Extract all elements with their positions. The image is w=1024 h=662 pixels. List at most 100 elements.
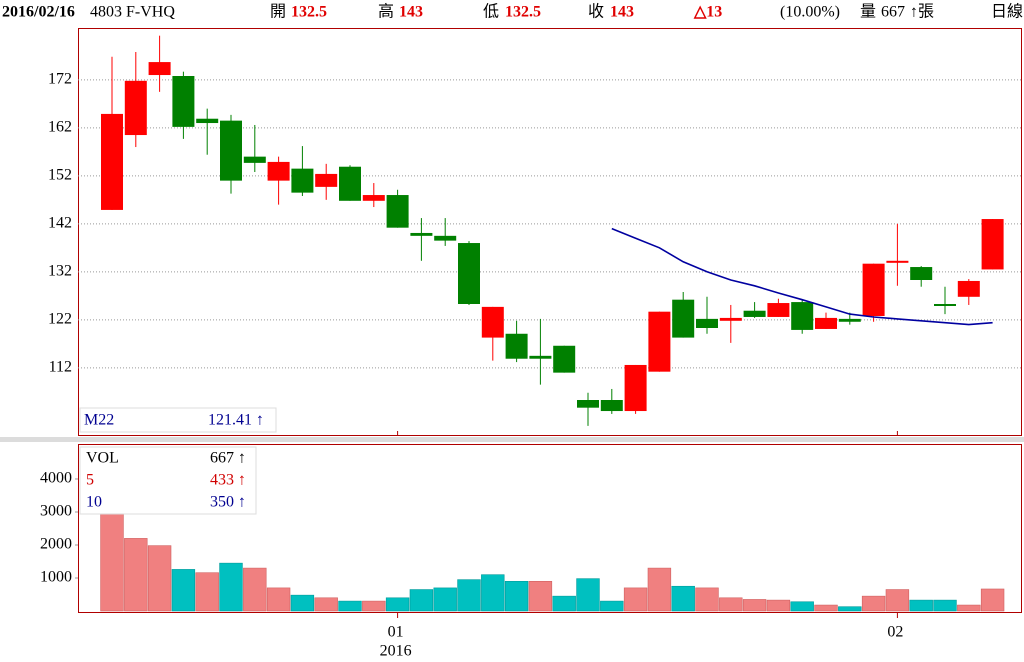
volume-bar <box>576 578 600 612</box>
volume-bar <box>314 597 338 612</box>
legend-name: VOL <box>86 450 119 467</box>
volume-value: 667 <box>881 4 905 21</box>
volume-bar <box>266 587 291 612</box>
candle-body <box>339 166 361 201</box>
candle-body <box>577 400 599 408</box>
volume-label: 量 <box>860 4 876 21</box>
y-tick-label: 1000 <box>40 569 72 586</box>
legend-name: 5 <box>86 472 94 489</box>
candle-body <box>553 345 576 373</box>
low-value: 132.5 <box>505 4 541 21</box>
volume-unit: ↑張 <box>910 4 934 21</box>
close-value: 143 <box>610 4 634 21</box>
y-tick-label: 162 <box>48 119 72 136</box>
open-label: 開 <box>270 4 286 21</box>
volume-bar <box>719 597 743 612</box>
volume-bar <box>885 589 910 612</box>
volume-bar <box>195 572 219 612</box>
volume-bar <box>766 599 791 612</box>
candle-body <box>696 318 718 328</box>
volume-bar <box>171 569 196 612</box>
volume-bar <box>147 545 172 612</box>
volume-bar <box>742 599 767 612</box>
candle-body <box>934 304 956 306</box>
volume-bar <box>695 587 719 612</box>
price-panel <box>78 28 1022 436</box>
volume-legend-box <box>79 446 257 515</box>
legend-value: 433 ↑ <box>210 472 246 489</box>
candle-body <box>386 195 409 228</box>
volume-bar <box>219 562 243 612</box>
candle-body <box>910 267 933 280</box>
candle-body <box>124 80 147 136</box>
candle-body <box>886 260 909 263</box>
candle-body <box>838 318 861 322</box>
volume-bar <box>552 595 576 612</box>
ma-line <box>611 227 993 326</box>
volume-bar <box>600 600 624 612</box>
volume-bar <box>362 600 386 612</box>
volume-bar <box>909 599 933 612</box>
volume-bar <box>433 587 457 612</box>
candle-body <box>434 235 457 241</box>
volume-bar <box>385 597 410 612</box>
candle-body <box>410 232 433 236</box>
volume-bar <box>504 580 529 612</box>
candle-body <box>648 311 671 372</box>
ma-legend-name: M22 <box>84 412 114 429</box>
symbol: 4803 F-VHQ <box>90 4 175 21</box>
volume-bar <box>100 513 124 612</box>
volume-bar <box>409 589 434 612</box>
x-tick-label: 01 <box>388 624 404 641</box>
y-tick-label: 3000 <box>40 503 72 520</box>
high-label: 高 <box>378 3 394 21</box>
date: 2016/02/16 <box>2 4 75 21</box>
candle-body <box>196 118 219 124</box>
volume-bar <box>623 587 648 612</box>
candle-body <box>743 310 766 317</box>
candle-body <box>791 302 814 330</box>
candle-body <box>862 263 885 316</box>
volume-bar <box>290 594 315 612</box>
open-value: 132.5 <box>291 4 327 21</box>
candle-body <box>458 243 480 304</box>
panel-separator <box>0 437 1024 442</box>
candle-body <box>719 317 742 321</box>
volume-bar <box>861 595 886 612</box>
candle-body <box>957 280 980 297</box>
volume-bar <box>790 601 814 612</box>
volume-bar <box>838 606 862 612</box>
volume-bar <box>957 604 981 612</box>
candle-body <box>981 219 1004 270</box>
volume-bar <box>481 574 505 612</box>
candle-body <box>672 299 695 338</box>
volume-bar <box>528 580 553 612</box>
volume-panel <box>78 444 1022 613</box>
close-label: 收 <box>588 3 604 21</box>
legend-value: 350 ↑ <box>210 494 246 511</box>
change: △13 <box>693 4 722 21</box>
y-tick-label: 142 <box>48 215 72 232</box>
volume-bar <box>243 567 267 612</box>
volume-bar <box>457 579 481 612</box>
candle-body <box>243 156 266 163</box>
period: 日線 <box>991 3 1023 21</box>
y-tick-label: 112 <box>49 359 72 376</box>
candle-body <box>101 113 123 210</box>
volume-bar <box>980 588 1005 612</box>
y-tick-label: 152 <box>48 167 72 184</box>
y-tick-label: 172 <box>48 71 72 88</box>
volume-bar <box>933 599 957 612</box>
candle-body <box>220 120 242 181</box>
candle-body <box>600 400 623 412</box>
high-value: 143 <box>399 4 423 21</box>
candle-body <box>815 317 837 329</box>
y-tick-label: 4000 <box>40 470 72 487</box>
change-pct: (10.00%) <box>780 4 840 21</box>
legend-value: 667 ↑ <box>210 450 246 467</box>
candle-body <box>315 173 338 187</box>
y-tick-label: 2000 <box>40 536 72 553</box>
candle-body <box>148 62 171 76</box>
